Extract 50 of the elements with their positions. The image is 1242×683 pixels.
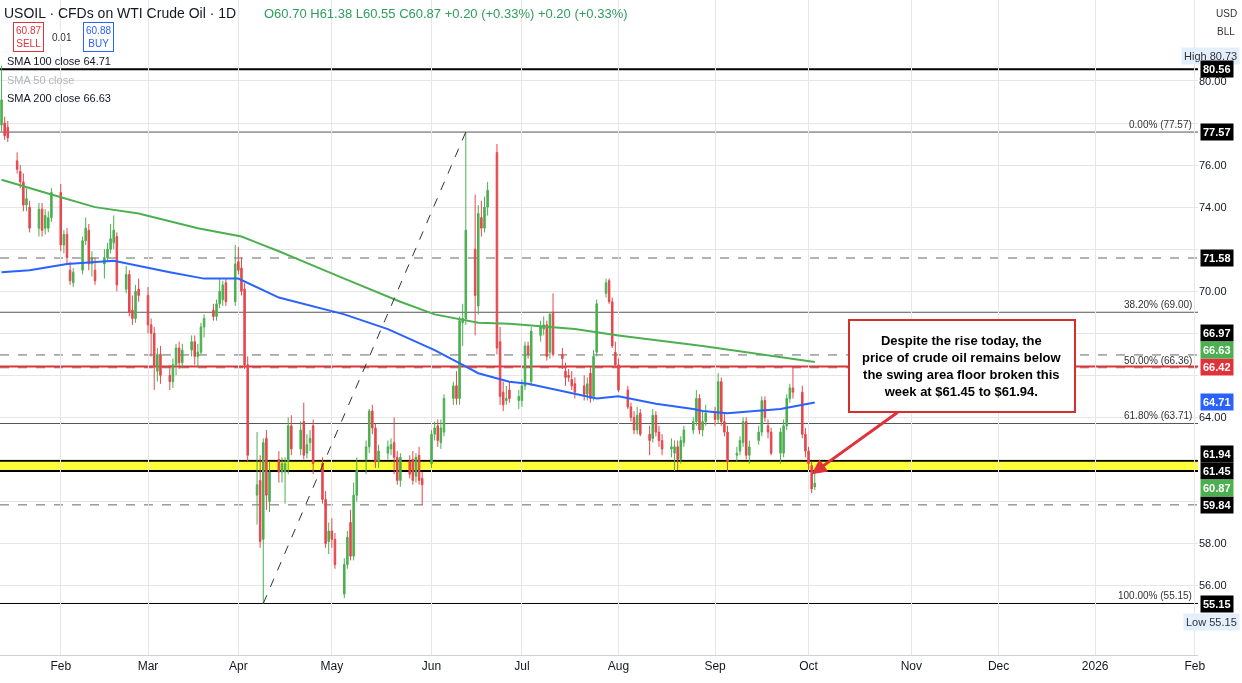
y-tick-label: 76.00 (1199, 158, 1227, 171)
x-tick-label: Nov (900, 659, 923, 674)
text: 77.57 (1203, 126, 1231, 138)
text: 64.71 (1203, 396, 1231, 408)
ref-line-label: 80.56 (1203, 63, 1231, 75)
ref-line-label: 66.42 (1203, 361, 1231, 373)
ref-line-label: 66.97 (1203, 327, 1231, 339)
annotation: SMA 100 close 64.71 (7, 55, 111, 67)
x-tick-label: Sep (704, 659, 727, 674)
chart-title: USOIL · CFDs on WTI Crude Oil · 1D (4, 4, 237, 21)
x-tick-label: 2026 (1081, 659, 1109, 674)
annotation: 0.01 (52, 32, 72, 43)
text: 66.63 (1203, 344, 1231, 356)
text: 60.87 (1203, 482, 1231, 494)
ref-line-label: 59.84 (1203, 499, 1232, 511)
x-tick-label: Feb (50, 659, 72, 674)
y-tick-label: 56.00 (1199, 579, 1227, 592)
ref-line-label: 0.00% (77.57) (1129, 119, 1192, 130)
y-tick-label: 64.00 (1199, 411, 1227, 424)
x-tick-label: Apr (229, 659, 248, 674)
text: BLL (1217, 26, 1236, 37)
x-tick-label: Mar (137, 659, 159, 674)
x-tick-label: Oct (799, 659, 819, 674)
x-tick-label: Dec (987, 659, 1010, 674)
text: USD (1216, 8, 1238, 19)
ref-line-label: 50.00% (66.36) (1124, 355, 1193, 366)
y-tick-label: 58.00 (1199, 537, 1227, 550)
text: 55.15 (1203, 598, 1231, 610)
y-tick-label: 74.00 (1199, 200, 1227, 213)
x-tick-label: Jul (514, 659, 530, 674)
y-tick-label: 70.00 (1199, 285, 1227, 298)
ref-line-label: 71.58 (1203, 252, 1231, 264)
annotation: 60.88 BUY (86, 25, 112, 49)
annotation: High 80.73 (1184, 50, 1238, 62)
annotation: Despite the rise today, the price of crude oil remains below the swing area floor broken this week at $61.45 to $61.94. (862, 333, 1062, 399)
x-tick-label: May (320, 659, 344, 674)
ref-line-label: 100.00% (55.15) (1118, 590, 1192, 601)
annotation: 60.87 SELL (16, 25, 42, 49)
ref-line-label: 38.20% (69.00) (1124, 299, 1193, 310)
ref-line-label: 61.94 (1203, 448, 1232, 460)
y-tick-label: 80.00 (1199, 74, 1227, 87)
ref-line-label: 61.80% (63.71) (1124, 410, 1193, 421)
annotation: SMA 200 close 66.63 (7, 92, 111, 104)
annotation: Low 55.15 (1186, 616, 1237, 628)
ref-line-label: 61.45 (1203, 465, 1231, 477)
annotation: SMA 50 close (7, 74, 75, 86)
x-tick-label: Feb (1184, 659, 1206, 674)
annotation: O60.70 H61.38 L60.55 C60.87 +0.20 (+0.33%) +0.20 (+0.33%) (264, 6, 628, 21)
x-tick-label: Jun (421, 659, 442, 674)
x-tick-label: Aug (607, 659, 630, 674)
